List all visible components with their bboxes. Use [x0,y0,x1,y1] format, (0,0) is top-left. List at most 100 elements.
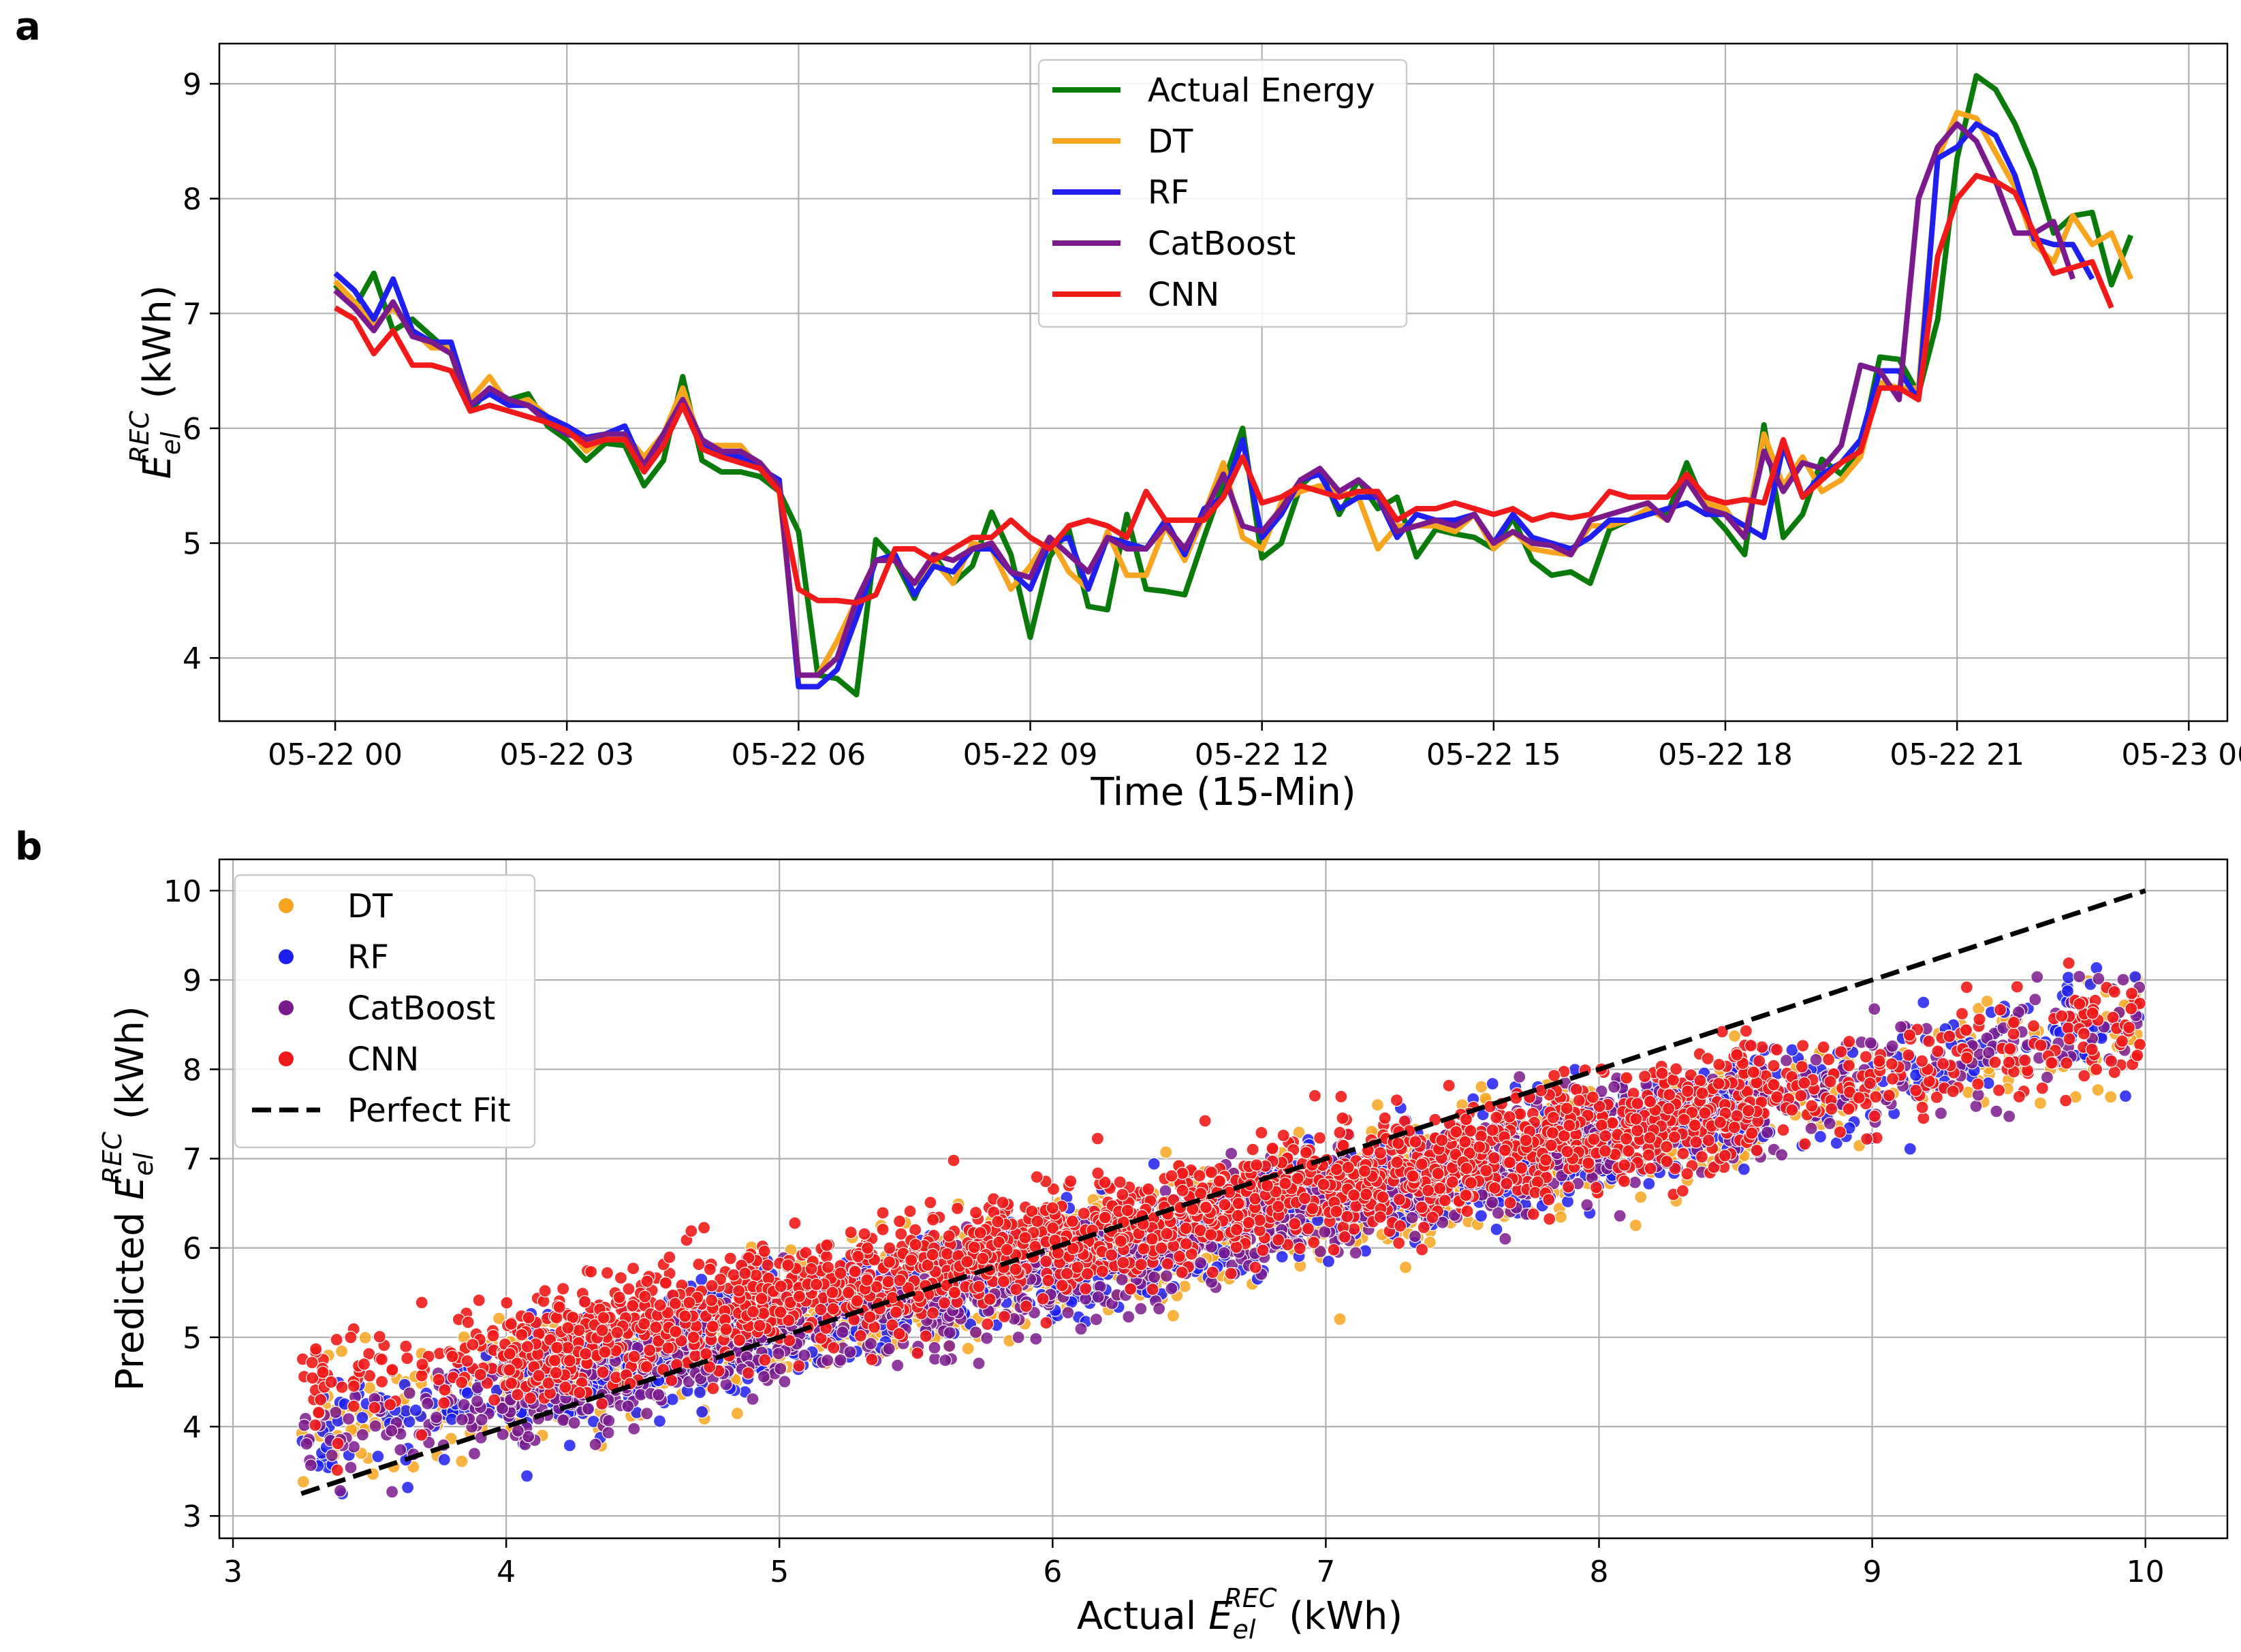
scatter-point-catboost [772,1347,785,1361]
scatter-point-catboost [1760,1126,1774,1139]
scatter-point-cnn [1843,1034,1856,1049]
legend-label: Actual Energy [1148,72,1375,110]
scatter-point-dt [2104,1090,2118,1104]
scatter-point-catboost [1969,1099,1983,1113]
scatter-point-cnn [983,1292,997,1306]
scatter-point-cnn [689,1349,702,1363]
scatter-point-cnn [1543,1212,1556,1226]
scatter-point-catboost [1823,1117,1836,1130]
scatter-point-catboost [821,1354,834,1367]
scatter-point-dt [1333,1312,1347,1326]
scatter-point-cnn [1955,1007,1969,1021]
scatter-point-rf [665,1393,679,1406]
panel-b-label: b [15,825,42,869]
scatter-point-dt [961,1341,975,1356]
y-tick-label-a: 9 [183,67,202,102]
scatter-point-cnn [940,1247,954,1260]
scatter-point-catboost [344,1461,358,1474]
scatter-point-cnn [1753,1054,1766,1068]
series-line-cnn [334,172,2114,606]
scatter-point-rf [403,1415,416,1429]
scatter-point-catboost [939,1353,952,1367]
scatter-point-catboost [2028,993,2042,1006]
y-tick-label-a: 4 [183,641,202,676]
x-tick-label-a: 05-22 00 [268,737,403,772]
x-tick-label-a: 05-22 09 [963,737,1098,772]
scatter-point-catboost [1809,1053,1823,1066]
scatter-point-rf [401,1480,415,1494]
scatter-point-catboost [1134,1302,1148,1316]
scatter-point-catboost [836,1325,849,1339]
scatter-point-catboost [1486,1196,1499,1209]
x-axis-label-a: Time (15-Min) [1090,770,1355,814]
y-tick-label-a: 8 [183,182,202,217]
scatter-point-cnn [309,1418,322,1432]
scatter-point-cnn [950,1201,965,1216]
scatter-point-dt [1634,1190,1648,1204]
scatter-point-catboost [1405,1211,1419,1224]
scatter-point-cnn [1019,1299,1033,1313]
scatter-point-cnn [1767,1059,1781,1073]
scatter-point-catboost [1513,1070,1526,1084]
scatter-point-catboost [457,1398,471,1412]
scatter-point-cnn [1842,1059,1855,1073]
scatter-point-rf [371,1450,385,1463]
scatter-point-cnn [1994,1003,2007,1017]
scatter-point-catboost [567,1416,581,1430]
scatter-point-cnn [1946,1085,1960,1098]
scatter-point-catboost [1224,1147,1238,1160]
scatter-point-cnn [1313,1131,1327,1145]
scatter-point-catboost [943,1326,957,1339]
scatter-point-dt [1398,1260,1413,1274]
scatter-point-catboost [557,1413,570,1427]
scatter-point-catboost [385,1424,398,1437]
scatter-point-rf [520,1469,534,1483]
scatter-point-dt [358,1331,372,1345]
scatter-point-catboost [421,1397,435,1410]
scatter-point-catboost [1864,1036,1877,1050]
scatter-point-dt [335,1344,349,1358]
scatter-point-catboost [304,1459,317,1472]
plot-frame-a [218,42,2229,722]
scatter-point-catboost [403,1386,416,1400]
scatter-point-rf [437,1452,451,1467]
scatter-point-cnn [600,1266,614,1280]
scatter-point-rf [1490,1222,1503,1236]
scatter-point-catboost [1122,1310,1135,1324]
scatter-point-cnn [2106,1011,2120,1024]
scatter-point-catboost [1499,1232,1512,1245]
scatter-point-cnn [1336,1111,1349,1125]
scatter-point-catboost [1608,1080,1621,1094]
scatter-point-cnn [865,1352,879,1367]
scatter-point-catboost [475,1413,488,1427]
scatter-point-catboost [928,1341,941,1354]
scatter-point-rf [693,1386,707,1399]
scatter-point-rf [1474,1209,1488,1223]
scatter-point-cnn [1390,1093,1404,1107]
series-lines-a [333,73,2134,698]
y-tick-label-a: 7 [183,297,202,332]
scatter-point-cnn [1638,1070,1652,1083]
scatter-point-catboost [300,1437,313,1450]
legend-box-a [1037,59,1408,328]
scatter-point-catboost [1217,1246,1231,1260]
scatter-point-cnn [1569,1083,1583,1096]
scatter-point-catboost [774,1362,787,1376]
scatter-point-dt [1370,1098,1385,1112]
scatter-point-cnn [622,1282,636,1296]
scatter-point-rf [409,1403,423,1417]
scatter-point-cnn [1868,1109,1881,1123]
legend-label: CatBoost [1148,225,1296,263]
scatter-point-rf [2118,1090,2133,1103]
scatter-point-catboost [1804,1122,1818,1135]
scatter-point-cnn [1755,1041,1769,1054]
scatter-point-cnn [1548,1068,1561,1083]
scatter-point-cnn [911,1346,924,1360]
scatter-point-cnn [844,1226,858,1239]
scatter-point-dt [455,1455,469,1468]
scatter-point-cnn [997,1309,1012,1324]
scatter-point-rf [653,1414,667,1428]
scatter-point-rf [1917,996,1930,1009]
